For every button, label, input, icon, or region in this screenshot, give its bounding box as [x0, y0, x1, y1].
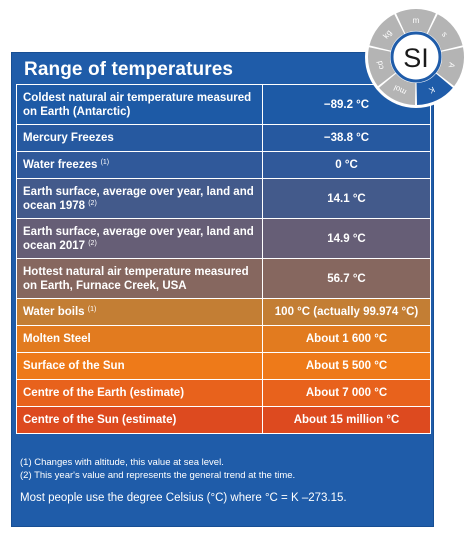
row-value: About 1 600 °C — [262, 325, 431, 353]
footnote-ref: (1) — [87, 306, 97, 313]
table-row: Centre of the Earth (estimate) About 7 00… — [16, 379, 431, 407]
row-value: 100 °C (actually 99.974 °C) — [262, 298, 431, 326]
row-label-cell: Centre of the Earth (estimate) — [16, 379, 263, 407]
row-label-cell: Water freezes (1) — [16, 151, 263, 179]
row-value: About 7 000 °C — [262, 379, 431, 407]
row-label-cell: Water boils (1) — [16, 298, 263, 326]
row-label-cell: Surface of the Sun — [16, 352, 263, 380]
row-label: Water boils — [23, 306, 85, 318]
badge-segment-mol — [379, 73, 416, 105]
table-row: Water freezes (1) 0 °C — [16, 151, 431, 179]
badge-unit-label: m — [413, 16, 420, 25]
footnote-ref: (2) — [88, 199, 97, 207]
row-value: About 5 500 °C — [262, 352, 431, 380]
footnote-ref: (2) — [88, 239, 97, 247]
row-label: Water freezes — [23, 159, 98, 171]
temperature-range-panel: Range of temperatures Coldest natural ai… — [11, 52, 434, 527]
table-row: Surface of the Sun About 5 500 °C — [16, 352, 431, 380]
row-label: Earth surface, average over year, land a… — [23, 225, 254, 252]
badge-segment-m — [396, 8, 436, 34]
table-row: Centre of the Sun (estimate) About 15 mil… — [16, 406, 431, 434]
row-value: About 15 million °C — [262, 406, 431, 434]
badge-segment-cd — [368, 47, 396, 87]
row-label-cell: Hottest natural air temperature measured… — [16, 258, 263, 299]
table-row: Hottest natural air temperature measured… — [16, 258, 431, 299]
row-value: 14.1 °C — [262, 178, 431, 219]
row-label-cell: Molten Steel — [16, 325, 263, 353]
row-label-cell: Centre of the Sun (estimate) — [16, 406, 263, 434]
temperature-table: Coldest natural air temperature measured… — [16, 84, 431, 434]
row-label: Centre of the Earth (estimate) — [23, 387, 185, 399]
badge-segment-A — [436, 47, 464, 87]
badge-segment-s — [427, 14, 463, 51]
row-label-cell: Mercury Freezes — [16, 124, 263, 152]
badge-unit-label: K — [427, 85, 436, 96]
table-row: Earth surface, average over year, land a… — [16, 178, 431, 219]
footnote-ref: (1) — [100, 159, 110, 166]
row-value: 14.9 °C — [262, 218, 431, 259]
celsius-summary: Most people use the degree Celsius (°C) … — [20, 492, 347, 504]
badge-unit-label: s — [440, 30, 450, 39]
badge-unit-label: cd — [375, 60, 386, 70]
badge-segment-K — [416, 73, 453, 105]
row-label: Mercury Freezes — [23, 132, 114, 144]
badge-segment-kg — [369, 14, 405, 51]
row-value: −38.8 °C — [262, 124, 431, 152]
badge-center — [390, 31, 442, 83]
row-label: Centre of the Sun (estimate) — [23, 414, 177, 426]
row-label: Molten Steel — [23, 333, 91, 345]
row-label: Earth surface, average over year, land a… — [23, 185, 254, 212]
footnote-1: (1) Changes with altitude, this value at… — [20, 457, 224, 468]
row-label-cell: Coldest natural air temperature measured… — [16, 84, 263, 125]
row-label-cell: Earth surface, average over year, land a… — [16, 218, 263, 259]
row-label-cell: Earth surface, average over year, land a… — [16, 178, 263, 219]
footnote-2: (2) This year's value and represents the… — [20, 470, 296, 481]
table-row: Earth surface, average over year, land a… — [16, 218, 431, 259]
panel-title: Range of temperatures — [24, 59, 234, 80]
badge-unit-label: A — [446, 62, 456, 70]
row-value: 56.7 °C — [262, 258, 431, 299]
row-label: Hottest natural air temperature measured… — [23, 265, 249, 292]
footnotes: (1) Changes with altitude, this value at… — [20, 456, 295, 482]
row-label: Coldest natural air temperature measured… — [23, 91, 252, 118]
table-row: Molten Steel About 1 600 °C — [16, 325, 431, 353]
table-row: Water boils (1) 100 °C (actually 99.974 °… — [16, 298, 431, 326]
row-value: 0 °C — [262, 151, 431, 179]
si-label: SI — [403, 43, 429, 73]
table-row: Mercury Freezes −38.8 °C — [16, 124, 431, 152]
row-label: Surface of the Sun — [23, 360, 125, 372]
